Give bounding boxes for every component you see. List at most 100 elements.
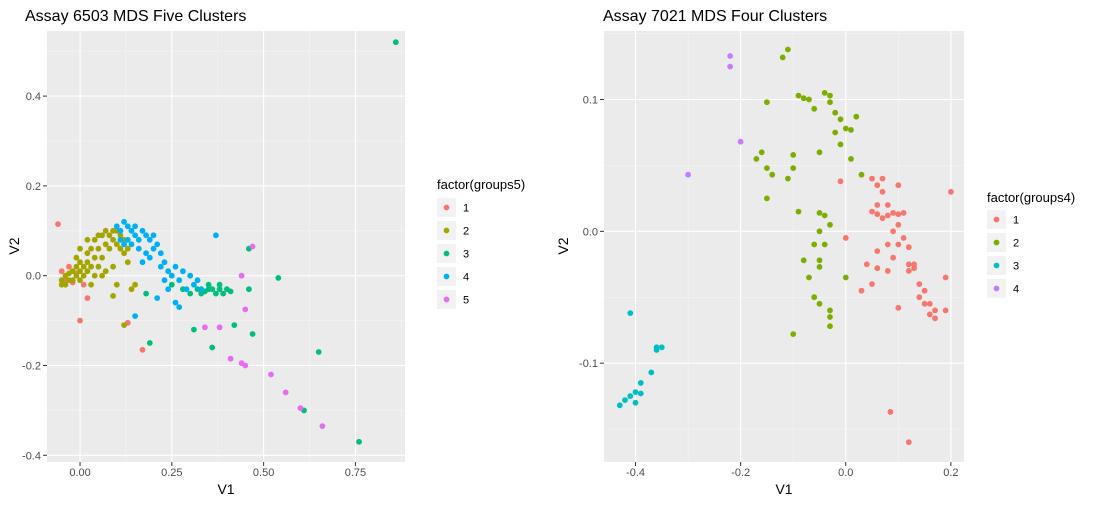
data-point-group-4 — [135, 245, 142, 252]
data-point-group-2 — [764, 99, 770, 106]
data-point-group-1 — [874, 202, 881, 208]
data-point-group-4 — [154, 295, 161, 301]
data-point-group-1 — [911, 265, 917, 272]
data-point-group-1 — [869, 175, 875, 182]
data-point-group-2 — [91, 254, 98, 261]
y-axis: -0.1 0.0 0.1 — [579, 95, 604, 370]
data-point-group-2 — [102, 241, 109, 248]
data-point-group-1 — [77, 317, 83, 324]
data-point-group-4 — [172, 299, 179, 306]
data-point-group-2 — [827, 314, 833, 320]
data-point-group-2 — [132, 281, 139, 288]
data-point-group-3 — [392, 39, 399, 46]
x-tick-label: 0.25 — [161, 467, 182, 479]
data-point-group-4 — [176, 304, 183, 310]
data-point-group-2 — [121, 322, 127, 328]
data-point-group-2 — [816, 149, 823, 156]
data-point-group-4 — [150, 245, 157, 252]
x-axis: 0.00 0.25 0.50 0.75 — [69, 462, 366, 479]
data-point-group-3 — [209, 344, 216, 351]
data-point-group-1 — [139, 346, 146, 353]
legend-label: 2 — [1013, 238, 1019, 250]
data-point-group-4 — [168, 272, 175, 279]
data-point-group-1 — [890, 228, 896, 235]
data-point-group-5 — [202, 324, 208, 331]
data-point-group-2 — [816, 257, 823, 264]
data-point-group-5 — [319, 423, 326, 429]
data-point-group-2 — [848, 156, 854, 162]
data-point-group-4 — [191, 281, 197, 288]
data-point-group-4 — [154, 241, 161, 248]
data-point-group-4 — [165, 268, 172, 275]
data-point-group-1 — [890, 254, 896, 261]
data-point-group-2 — [84, 268, 91, 275]
x-tick-label: 0.75 — [345, 467, 366, 479]
data-point-group-2 — [77, 245, 83, 252]
legend-label: 1 — [463, 203, 469, 215]
data-point-group-1 — [895, 182, 902, 189]
data-point-group-2 — [106, 245, 113, 252]
legend-marker — [443, 227, 450, 234]
data-point-group-4 — [176, 277, 183, 284]
data-point-group-4 — [117, 236, 124, 243]
x-tick-label: -0.4 — [626, 467, 645, 479]
data-point-group-4 — [685, 171, 691, 178]
data-point-group-3 — [648, 369, 655, 376]
data-point-group-1 — [858, 287, 865, 294]
data-point-group-4 — [132, 313, 139, 319]
data-point-group-2 — [73, 263, 80, 270]
legend-label: 2 — [463, 226, 469, 238]
data-point-group-4 — [198, 286, 205, 293]
data-point-group-3 — [146, 340, 153, 346]
panel-left: Assay 6503 MDS Five Clusters 0.00 0.25 0.5… — [6, 8, 525, 497]
y-tick-label: -0.2 — [22, 360, 41, 372]
data-point-group-2 — [80, 272, 87, 279]
data-point-group-2 — [102, 227, 109, 234]
data-point-group-2 — [113, 241, 120, 248]
data-point-group-3 — [627, 393, 634, 399]
data-point-group-2 — [113, 281, 120, 288]
data-point-group-2 — [816, 300, 823, 307]
x-axis: -0.4 -0.2 0.0 0.2 — [626, 462, 959, 479]
legend-marker — [993, 262, 1000, 269]
data-point-group-2 — [800, 95, 807, 102]
data-point-group-2 — [69, 277, 76, 284]
data-point-group-3 — [205, 281, 212, 288]
y-tick-label: 0.0 — [26, 271, 41, 283]
data-point-group-2 — [806, 96, 812, 103]
data-point-group-4 — [128, 241, 135, 248]
data-point-group-1 — [58, 268, 65, 275]
data-point-group-5 — [282, 389, 289, 396]
data-point-group-2 — [77, 259, 83, 266]
data-point-group-1 — [66, 263, 72, 270]
legend-label: 5 — [463, 295, 469, 307]
legend-label: 3 — [463, 249, 469, 261]
data-point-group-5 — [227, 355, 234, 362]
data-point-group-4 — [161, 259, 168, 266]
data-point-group-4 — [727, 63, 733, 70]
data-point-group-3 — [213, 290, 219, 297]
x-tick-label: 0.2 — [943, 467, 958, 479]
data-point-group-3 — [632, 399, 639, 406]
data-point-group-4 — [194, 277, 201, 284]
data-point-group-1 — [895, 211, 902, 218]
data-point-group-4 — [132, 223, 139, 230]
legend-title: factor(groups5) — [437, 177, 525, 192]
legend-title: factor(groups4) — [987, 190, 1075, 205]
data-point-group-2 — [795, 92, 802, 99]
data-point-group-2 — [77, 277, 83, 284]
legend-marker — [443, 296, 450, 303]
data-point-group-5 — [238, 272, 245, 279]
data-point-group-5 — [249, 243, 256, 250]
data-point-group-1 — [874, 182, 881, 189]
data-point-group-2 — [753, 156, 760, 162]
data-point-group-2 — [95, 263, 102, 270]
data-point-group-2 — [800, 257, 807, 264]
data-point-group-3 — [246, 286, 252, 293]
data-point-group-2 — [821, 212, 828, 219]
data-point-group-2 — [848, 126, 854, 133]
data-point-group-2 — [764, 195, 770, 202]
x-tick-label: -0.2 — [731, 467, 750, 479]
